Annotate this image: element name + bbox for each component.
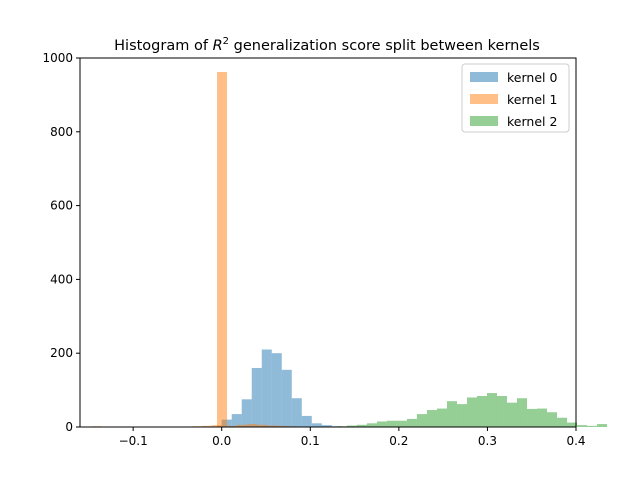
bar-kernel-0-1 [231,414,242,427]
x-tick-label: 0.1 [301,434,320,448]
x-tick-label: 0.3 [478,434,497,448]
y-tick-label: 800 [50,125,73,139]
bar-kernel-1-13 [217,72,228,428]
axis-ticks: −0.1 0.0 0.1 0.2 0.3 0.4 0 200 400 600 800 1000 [42,51,585,448]
legend: kernel 0 kernel 1 kernel 2 [461,63,570,133]
series-kernel-0 [221,349,342,427]
bar-kernel-2-16 [496,396,507,427]
bar-kernel-1-18 [267,425,278,427]
bar-kernel-0-3 [251,367,262,427]
chart-title-symbol: R [213,38,223,54]
bar-kernel-2-9 [426,410,437,427]
legend-label-kernel-1: kernel 1 [507,92,557,107]
bar-kernel-2-12 [456,404,467,427]
bar-kernel-2-26 [597,424,608,427]
y-tick-label: 1000 [42,51,73,65]
bar-kernel-2-2 [356,424,367,427]
x-tick-label: 0.4 [566,434,585,448]
bar-kernel-2-21 [547,412,558,427]
legend-label-kernel-0: kernel 0 [507,70,557,85]
bar-kernel-2-24 [577,425,588,427]
bar-kernel-1-19 [277,425,288,427]
legend-label-kernel-2: kernel 2 [507,114,557,129]
bar-kernel-2-4 [376,421,387,427]
y-tick-label: 200 [50,346,73,360]
bar-kernel-2-7 [406,418,417,427]
x-tick-label: 0.2 [389,434,408,448]
bar-kernel-0-2 [241,399,252,427]
bar-kernel-2-10 [436,408,447,427]
plot-area-frame [79,57,577,428]
y-tick-label: 400 [50,272,73,286]
bar-kernel-2-13 [466,397,477,427]
bar-kernel-1-15 [237,424,248,427]
bar-kernel-2-22 [557,417,568,427]
x-tick-label: −0.1 [119,434,148,448]
bar-kernel-1-17 [257,424,268,427]
legend-swatch-kernel-1 [470,94,498,104]
chart-title-superscript: 2 [223,36,229,47]
bar-kernel-2-20 [537,408,548,427]
bar-kernel-1-12 [211,425,222,427]
x-tick-label: 0.0 [212,434,231,448]
bar-kernel-2-19 [527,408,538,427]
bar-kernel-0-10 [321,425,332,427]
bar-kernel-0-4 [261,349,272,427]
bar-kernel-2-1 [346,425,357,427]
bar-kernel-0-5 [271,353,282,427]
bar-kernel-2-14 [476,396,487,427]
bar-kernel-2-18 [517,398,528,427]
bar-kernel-1-16 [247,424,258,427]
chart-title-prefix: Histogram of [114,38,212,54]
bar-kernel-2-5 [386,420,397,427]
bar-kernel-0-7 [291,398,302,427]
series-kernel-2 [336,393,608,427]
bar-kernel-2-23 [567,422,578,427]
chart-title: Histogram of R2 generalization score spl… [114,36,540,54]
bar-kernel-0-8 [301,415,312,427]
y-tick-label: 0 [65,420,73,434]
legend-swatch-kernel-2 [470,116,498,126]
histogram-bars [91,72,608,428]
legend-swatch-kernel-0 [470,72,498,82]
chart-title-suffix: generalization score split between kerne… [229,38,540,54]
bar-kernel-2-6 [396,420,407,427]
y-tick-label: 600 [50,199,73,213]
bar-kernel-2-3 [366,423,377,427]
bar-kernel-2-11 [446,401,457,427]
bar-kernel-2-17 [507,402,518,427]
bar-kernel-2-25 [587,425,598,427]
bar-kernel-2-8 [416,414,427,427]
bar-kernel-1-14 [227,425,238,427]
bar-kernel-0-9 [311,423,322,427]
bar-kernel-1-11 [201,425,212,427]
bar-kernel-2-15 [486,393,497,427]
bar-kernel-0-6 [281,369,292,427]
